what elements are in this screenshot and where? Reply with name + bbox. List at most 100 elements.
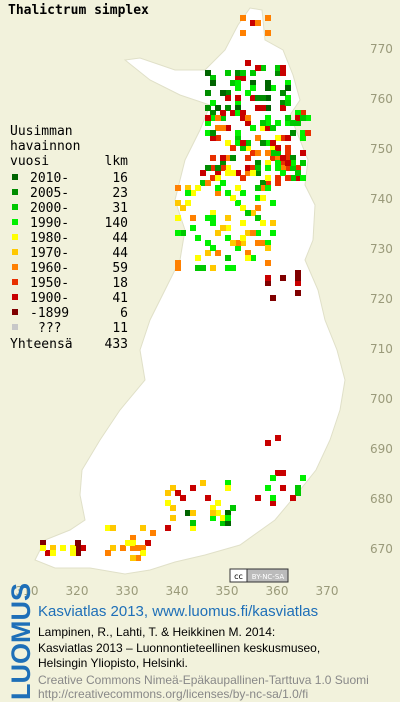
occurrence-square: [235, 170, 241, 176]
occurrence-square: [240, 70, 246, 76]
occurrence-square: [255, 240, 261, 246]
legend-label: 2005-: [30, 186, 69, 201]
occurrence-square: [265, 30, 271, 36]
legend-count: 23: [112, 186, 128, 201]
brand: LUOMUS: [6, 583, 36, 700]
legend: Uusimman havainnon vuosi lkm 2010- 16 2005…: [10, 124, 128, 352]
occurrence-square: [305, 130, 311, 136]
occurrence-square: [205, 215, 211, 221]
occurrence-square: [300, 150, 306, 156]
occurrence-square: [250, 20, 256, 26]
occurrence-square: [120, 545, 126, 551]
occurrence-square: [50, 550, 56, 556]
occurrence-square: [265, 280, 271, 286]
occurrence-square: [255, 215, 261, 221]
y-grid-label: 700: [370, 392, 393, 406]
occurrence-square: [265, 245, 271, 251]
occurrence-square: [225, 170, 231, 176]
occurrence-square: [235, 100, 241, 106]
y-grid-label: 720: [370, 292, 393, 306]
occurrence-square: [275, 175, 281, 181]
occurrence-square: [240, 190, 246, 196]
occurrence-square: [215, 185, 221, 191]
occurrence-square: [240, 240, 246, 246]
occurrence-square: [190, 215, 196, 221]
grid-labels: 770 760 750 740 730 720 710 700 690 680 670 310 320 3…: [16, 42, 393, 598]
occurrence-square: [270, 145, 276, 151]
occurrence-square: [140, 545, 146, 551]
occurrence-square: [190, 520, 196, 526]
occurrence-square: [280, 65, 286, 71]
occurrence-square: [265, 80, 271, 86]
occurrence-square: [225, 510, 231, 516]
occurrence-square: [225, 265, 231, 271]
occurrence-square: [220, 160, 226, 166]
occurrence-square: [225, 190, 231, 196]
occurrence-square: [265, 140, 271, 146]
occurrence-square: [250, 230, 256, 236]
occurrence-square: [220, 520, 226, 526]
occurrence-square: [265, 105, 271, 111]
occurrence-square: [220, 90, 226, 96]
occurrence-square: [210, 80, 216, 86]
occurrence-square: [255, 195, 261, 201]
occurrence-square: [245, 155, 251, 161]
occurrence-square: [110, 525, 116, 531]
y-grid-label: 710: [370, 342, 393, 356]
occurrence-square: [250, 125, 256, 131]
occurrence-square: [230, 110, 236, 116]
occurrence-square: [215, 175, 221, 181]
occurrence-square: [205, 90, 211, 96]
occurrence-square: [265, 440, 271, 446]
occurrence-square: [255, 65, 261, 71]
legend-count: 18: [112, 276, 128, 291]
occurrence-square: [185, 200, 191, 206]
occurrence-square: [250, 70, 256, 76]
x-grid-label: 330: [116, 584, 139, 598]
occurrence-square: [250, 170, 256, 176]
occurrence-square: [295, 115, 301, 121]
occurrence-square: [305, 115, 311, 121]
occurrence-square: [235, 140, 241, 146]
legend-label: -1899: [30, 306, 69, 321]
legend-count: 44: [112, 231, 128, 246]
occurrence-square: [265, 115, 271, 121]
occurrence-square: [285, 100, 291, 106]
occurrence-square: [265, 15, 271, 21]
legend-label: 1950-: [30, 276, 69, 291]
occurrence-square: [215, 135, 221, 141]
occurrence-square: [180, 495, 186, 501]
occurrence-square: [70, 545, 76, 551]
occurrence-square: [210, 510, 216, 516]
occurrence-square: [280, 470, 286, 476]
occurrence-square: [300, 475, 306, 481]
x-grid-label: 310: [16, 584, 39, 598]
occurrence-square: [270, 475, 276, 481]
occurrence-square: [215, 105, 221, 111]
occurrence-square: [280, 100, 286, 106]
occurrence-square: [265, 175, 271, 181]
occurrence-square: [215, 190, 221, 196]
occurrence-square: [215, 165, 221, 171]
legend-header: havainnon: [10, 139, 80, 154]
y-grid-label: 730: [370, 242, 393, 256]
occurrence-square: [250, 165, 256, 171]
occurrence-square: [220, 155, 226, 161]
occurrence-square: [295, 165, 301, 171]
occurrence-square: [215, 170, 221, 176]
occurrence-square: [220, 180, 226, 186]
occurrence-square: [250, 80, 256, 86]
legend-label: 2010-: [30, 171, 69, 186]
occurrence-square: [255, 170, 261, 176]
occurrence-square: [60, 545, 66, 551]
legend-items: 2010- 16 2005- 23 2000- 31 1990- 140 1980- 44 1970…: [12, 171, 128, 336]
y-grid-label: 770: [370, 42, 393, 56]
occurrence-square: [275, 180, 281, 186]
legend-count: 11: [112, 321, 128, 336]
occurrence-square: [235, 245, 241, 251]
occurrence-square: [190, 485, 196, 491]
occurrence-square: [295, 110, 301, 116]
occurrence-square: [265, 165, 271, 171]
occurrence-square: [130, 540, 136, 546]
occurrence-square: [245, 170, 251, 176]
